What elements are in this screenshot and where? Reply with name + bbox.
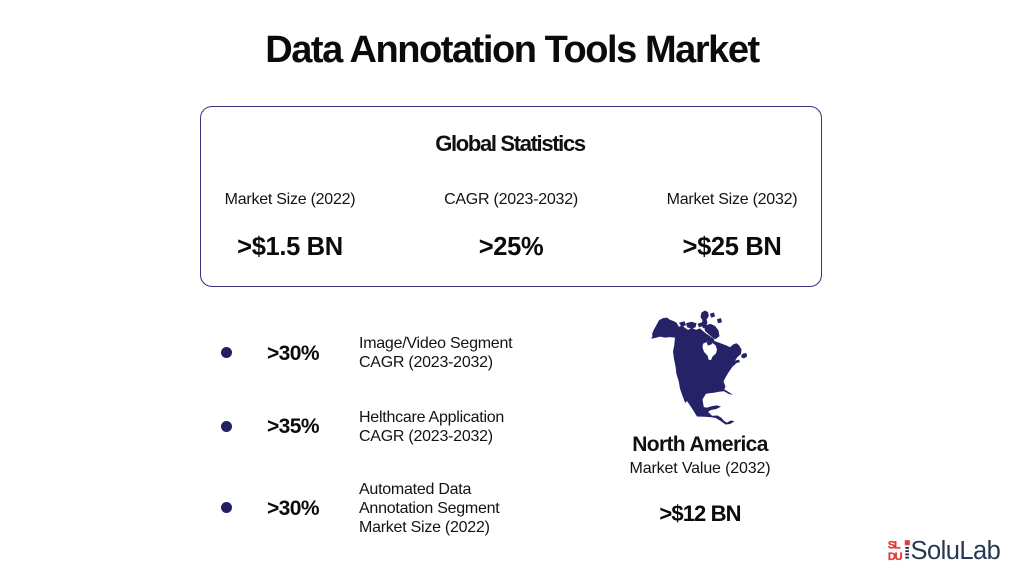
svg-text:SL: SL bbox=[888, 540, 901, 552]
svg-text:DU: DU bbox=[888, 551, 903, 561]
